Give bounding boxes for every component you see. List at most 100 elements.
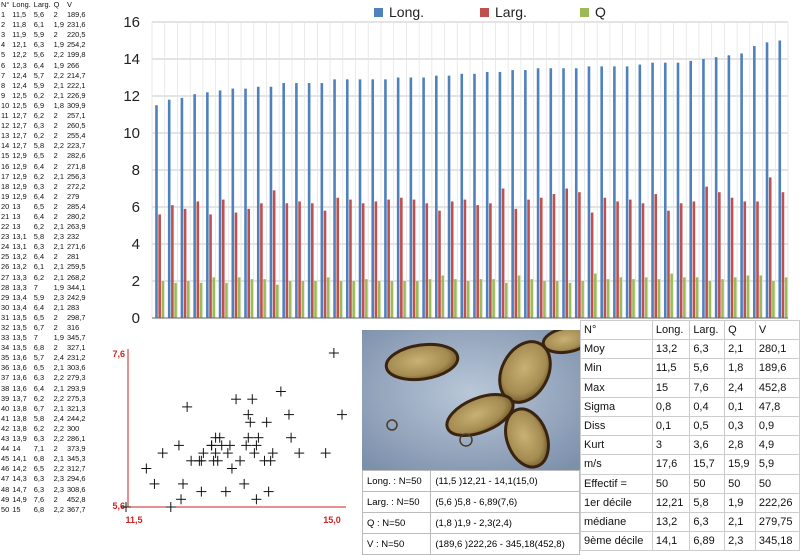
stat-name: Effectif = <box>580 473 653 494</box>
stats-row: Diss 0,1 0,5 0,3 0,9 <box>580 415 800 437</box>
scatter-point <box>194 455 205 466</box>
table-cell: 6,4 <box>33 161 45 171</box>
range-value: (11,5 )12,21 - 14,1(15,0) <box>430 470 580 492</box>
table-cell: 199,8 <box>66 50 86 60</box>
bar-larg <box>514 208 518 318</box>
table-cell: 2 <box>53 111 58 121</box>
table-cell: 231,2 <box>66 353 86 363</box>
scatter-point <box>265 455 276 466</box>
legend-item: Q <box>580 4 606 20</box>
stat-value: 222,26 <box>754 492 800 513</box>
bar-long <box>460 73 464 318</box>
table-cell: 279,3 <box>66 373 86 383</box>
table-cell: 223,7 <box>66 141 86 151</box>
table-cell: 28 <box>1 282 10 292</box>
bar-larg <box>285 203 289 318</box>
scatter-point <box>245 417 256 428</box>
bar-q <box>237 277 241 318</box>
table-row: 31 13,5 6,5 2 298,7 <box>0 313 87 323</box>
table-cell: 12,9 <box>12 151 27 161</box>
table-cell: 2,1 <box>53 272 64 282</box>
bar-q <box>683 277 686 318</box>
y-tick-label: 4 <box>132 236 140 253</box>
table-row: 32 13,5 6,7 2 316 <box>0 323 87 333</box>
bar-long <box>536 68 540 318</box>
bar-larg <box>438 210 441 318</box>
stats-row: 1er décile 12,21 5,8 1,9 222,26 <box>580 492 800 513</box>
bar-long <box>727 55 731 319</box>
y-tick-label: 2 <box>132 273 140 290</box>
bar-q <box>365 279 368 318</box>
table-cell: 12,9 <box>12 181 27 191</box>
bar-larg <box>400 197 403 318</box>
table-cell: 13,5 <box>12 343 27 353</box>
bar-q <box>721 279 724 318</box>
table-cell: 2,2 <box>53 504 64 514</box>
table-cell: 6,9 <box>33 100 45 110</box>
table-cell: 37 <box>1 373 10 383</box>
table-cell: 303,6 <box>66 363 86 373</box>
table-cell: 15 <box>1 151 10 161</box>
table-cell: 11,8 <box>12 20 27 30</box>
stat-value: 189,6 <box>754 358 800 379</box>
table-cell: 367,7 <box>66 504 86 514</box>
bar-long <box>663 62 667 319</box>
bar-larg <box>450 201 454 318</box>
table-cell: 6,4 <box>33 211 45 221</box>
bar-q <box>250 279 254 318</box>
bar-long <box>409 77 413 318</box>
table-cell: 13,4 <box>12 292 27 302</box>
column-header: N° <box>1 0 10 9</box>
table-cell: 18 <box>1 181 10 191</box>
table-cell: 2,1 <box>53 262 64 272</box>
table-cell: 13,9 <box>12 434 27 444</box>
stat-value: 3 <box>651 435 691 456</box>
table-cell: 6,2 <box>33 222 45 232</box>
table-cell: 2,1 <box>53 302 64 312</box>
table-cell: 14,7 <box>12 484 27 494</box>
bar-larg <box>260 203 263 318</box>
table-cell: 2,1 <box>53 90 64 100</box>
table-cell: 298,7 <box>66 312 86 322</box>
table-cell: 452,8 <box>66 494 86 504</box>
scatter-point <box>320 448 331 459</box>
table-cell: 2,4 <box>53 413 64 423</box>
table-cell: 254,2 <box>66 40 86 50</box>
scatter-plot-panel: 7,6 5,6 11,5 15,0 <box>110 335 362 533</box>
stat-value: 50 <box>689 473 726 494</box>
table-cell: 271,6 <box>66 242 86 252</box>
bar-q <box>390 281 394 318</box>
table-cell: 26 <box>1 262 10 272</box>
stat-value: 1,9 <box>724 492 756 513</box>
table-row: 14 12,7 5,8 2,2 223,7 <box>0 141 87 151</box>
stat-value: 15 <box>651 377 691 398</box>
bar-long <box>511 70 514 318</box>
bar-larg <box>361 203 365 318</box>
stats-row: Moy 13,2 6,3 2,1 280,1 <box>580 339 800 360</box>
table-cell: 2,1 <box>53 242 64 252</box>
scatter-point <box>251 494 262 505</box>
table-cell: 2,3 <box>53 292 64 302</box>
table-cell: 281 <box>66 252 80 262</box>
table-cell: 12,1 <box>12 40 27 50</box>
table-cell: 14,1 <box>12 454 27 464</box>
stat-value: 2,3 <box>724 531 756 552</box>
scatter-point <box>239 478 250 489</box>
scatter-point <box>226 463 237 474</box>
table-cell: 6,4 <box>33 60 45 70</box>
table-cell: 41 <box>1 413 10 423</box>
bar-q <box>746 275 750 318</box>
bar-long <box>435 75 438 319</box>
stat-name: Max <box>580 377 653 398</box>
table-cell: 13,1 <box>12 242 27 252</box>
bar-long <box>269 86 273 318</box>
table-cell: 21 <box>1 211 10 221</box>
table-row: 30 13,4 6,4 2,1 283 <box>0 303 87 313</box>
legend-swatch <box>580 8 589 17</box>
scatter-point <box>196 486 207 497</box>
table-cell: 6,8 <box>33 454 45 464</box>
table-cell: 13,3 <box>12 282 27 292</box>
table-row: 44 14 7,1 2 373,9 <box>0 444 87 454</box>
table-cell: 6,1 <box>33 20 45 30</box>
bar-larg <box>527 199 530 318</box>
